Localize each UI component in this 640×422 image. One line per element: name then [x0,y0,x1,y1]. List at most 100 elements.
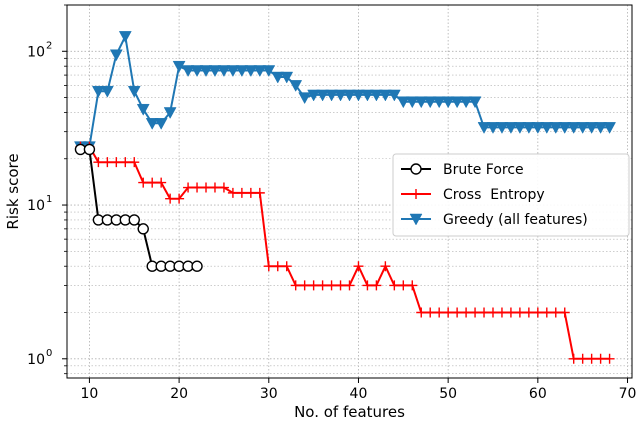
x-tick-label: 10 [81,386,99,402]
data-point [111,157,122,168]
data-point [344,280,355,291]
data-point [316,89,330,102]
data-point [496,307,507,318]
data-point [262,65,276,78]
y-axis-title: Risk score [4,153,22,229]
data-point [594,122,608,134]
data-point [91,85,105,98]
data-point [495,122,509,134]
data-point [414,96,428,109]
data-point [558,122,572,134]
data-point [541,307,552,318]
data-point [254,187,265,198]
data-point [603,122,617,134]
data-point [138,177,149,188]
data-point [244,65,258,78]
data-point [109,49,123,62]
data-point [380,261,391,272]
data-point [470,307,481,318]
data-point [191,260,203,272]
data-point [461,307,472,318]
data-point [522,122,536,134]
y-tick-label: 10 [27,352,45,368]
data-point [361,89,374,102]
x-tick-label: 70 [619,386,637,402]
data-point [136,103,150,116]
data-point [434,307,445,318]
data-point [325,89,338,102]
data-point [83,143,96,156]
data-point [118,31,132,43]
data-point [163,107,177,119]
data-point [317,280,328,291]
data-point [411,189,421,199]
data-point [199,65,213,78]
data-point [145,118,159,130]
data-point [172,60,186,73]
data-point [459,96,473,109]
data-point [208,65,222,78]
data-point [129,157,140,168]
data-point [409,213,423,226]
legend: Brute Force Cross Entropy Greedy (all feat… [392,153,630,237]
data-point [505,307,516,318]
data-point [432,96,446,109]
data-point [523,307,534,318]
data-point [396,96,410,109]
data-point [128,214,140,226]
data-point [263,261,274,272]
data-point [326,280,337,291]
series-layer [74,31,617,364]
data-point [281,261,292,272]
data-point [156,177,167,188]
data-point [443,307,454,318]
data-point [181,65,195,78]
data-point [93,157,104,168]
data-point [218,182,229,193]
data-point [192,182,203,193]
data-point [127,85,141,98]
data-point [280,71,294,84]
x-tick-label: 60 [529,386,547,402]
data-point [504,122,518,134]
y-tick-label: 10 [27,198,45,214]
data-point [513,122,527,134]
data-point [549,122,563,134]
data-point [479,307,490,318]
data-point [452,307,463,318]
data-point [102,157,113,168]
data-point [586,353,597,364]
data-point [550,307,561,318]
data-point [235,65,249,78]
data-point [201,182,212,193]
data-point [387,89,401,102]
legend-label: Greedy (all features) [443,212,588,228]
data-point [371,280,382,291]
series-1 [75,141,615,364]
data-point [423,96,437,109]
data-point [165,193,176,204]
x-tick-label: 50 [439,386,457,402]
data-point [604,353,615,364]
data-point [227,187,238,198]
data-point [577,353,588,364]
data-point [540,122,554,134]
data-point [585,122,599,134]
data-point [100,85,114,98]
data-point [154,118,168,130]
data-point [226,65,240,78]
data-point [486,122,500,134]
data-point [190,65,204,78]
data-point [531,122,545,134]
data-point [398,280,409,291]
y-tick-exponent: 0 [46,348,52,359]
data-point [334,89,347,102]
legend-label: Cross Entropy [443,187,545,203]
data-point [183,182,194,193]
data-point [416,307,427,318]
data-point [559,307,570,318]
data-point [487,307,498,318]
data-point [299,280,310,291]
data-point [307,89,321,102]
data-point [120,157,131,168]
